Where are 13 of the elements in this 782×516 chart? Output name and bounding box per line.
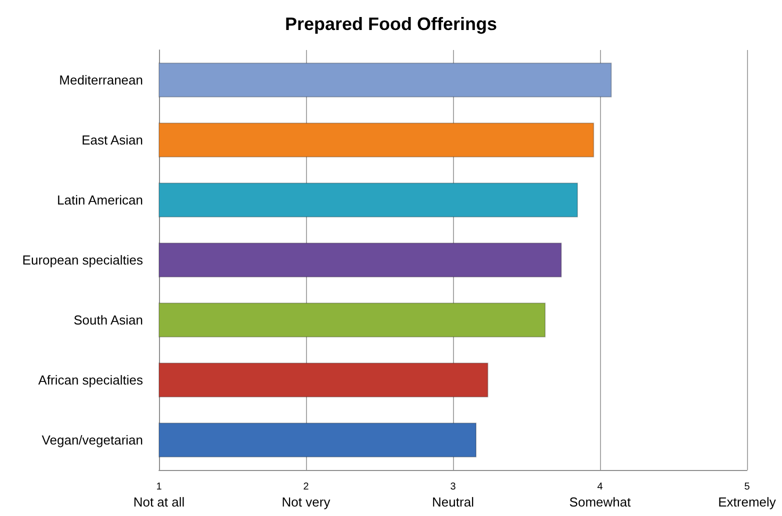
y-tick-label: European specialties	[22, 252, 144, 268]
x-tick-label: 5 Extremely	[718, 482, 776, 510]
y-tick-label: South Asian	[74, 312, 143, 328]
x-tick-label: 4 Somewhat	[569, 482, 632, 510]
y-tick-label: East Asian	[82, 132, 143, 148]
y-tick-label: African specialties	[38, 372, 144, 388]
y-tick-label: Mediterranean	[59, 72, 143, 88]
x-tick-label: 2 Not very	[282, 482, 331, 510]
x-tick-label: 1 Not at all	[133, 482, 185, 510]
y-tick-label: Vegan/vegetarian	[42, 432, 143, 448]
chart-title: Prepared Food Offerings	[284, 14, 498, 34]
y-tick-label: Latin American	[57, 192, 143, 208]
x-tick-label: 3 Neutral	[432, 482, 474, 510]
